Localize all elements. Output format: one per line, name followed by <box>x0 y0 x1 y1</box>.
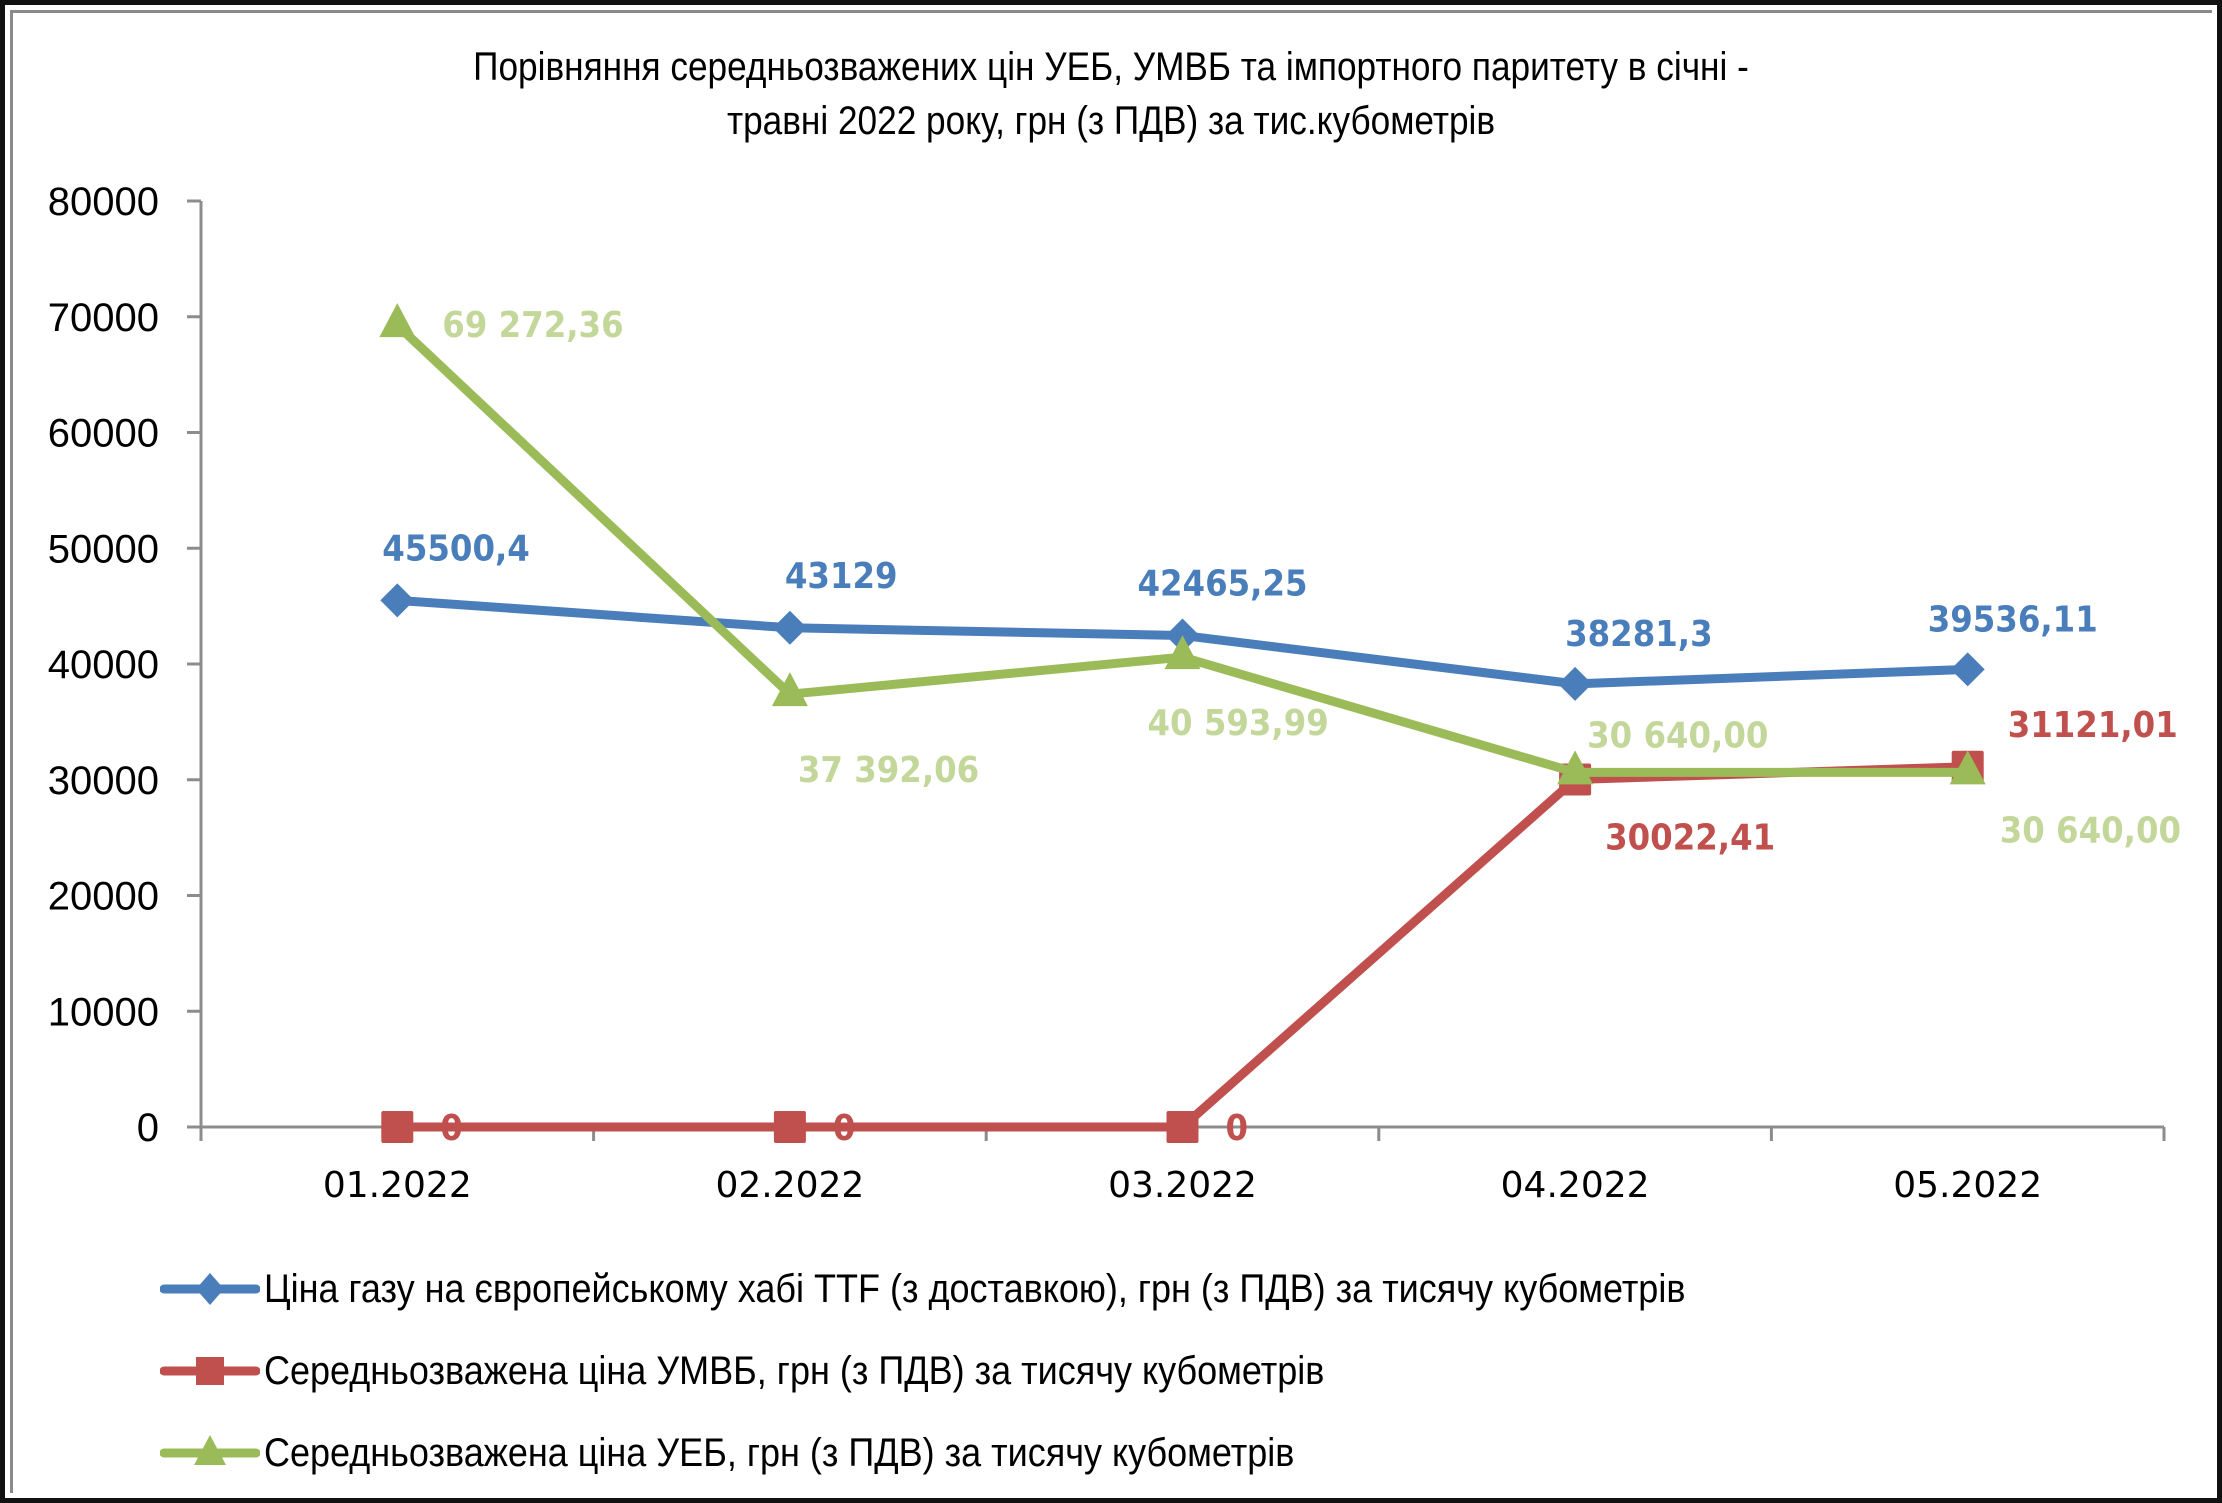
triangle-marker <box>771 672 808 707</box>
y-tick-label: 20000 <box>48 875 159 919</box>
chart-title: Порівняння середньозважених цін УЕБ, УМВ… <box>133 40 2088 148</box>
x-tick-label: 05.2022 <box>1893 1165 2042 1206</box>
y-tick-label: 70000 <box>48 296 159 340</box>
data-label-umvb: 30022,41 <box>1605 817 1775 859</box>
chart-title-line-2: травні 2022 року, грн (з ПДВ) за тис.куб… <box>726 99 1496 143</box>
diamond-icon <box>160 1273 260 1305</box>
y-tick-label: 10000 <box>48 990 159 1034</box>
triangle-marker <box>1949 750 1986 785</box>
chart-frame-inner <box>10 10 2212 1493</box>
data-label-ttf: 39536,11 <box>1928 599 2098 641</box>
data-label-ueb: 30 640,00 <box>2000 810 2181 852</box>
data-label-umvb: 31121,01 <box>2008 704 2178 746</box>
y-tick-label: 30000 <box>48 759 159 803</box>
data-label-ttf: 45500,4 <box>382 528 530 570</box>
x-tick-label: 04.2022 <box>1501 1165 1650 1206</box>
data-label-ttf: 43129 <box>785 555 898 597</box>
data-label-umvb: 0 <box>440 1107 463 1149</box>
data-label-ueb: 40 593,99 <box>1148 703 1329 745</box>
y-tick-label: 40000 <box>48 643 159 687</box>
data-label-umvb: 0 <box>833 1107 856 1149</box>
data-label-umvb: 0 <box>1226 1107 1249 1149</box>
triangle-icon <box>160 1435 260 1465</box>
diamond-marker <box>772 610 807 645</box>
legend-label: Середньозважена ціна УМВБ, грн (з ПДВ) з… <box>264 1348 1325 1393</box>
triangle-marker <box>379 303 416 338</box>
y-tick-label: 60000 <box>48 412 159 456</box>
data-label-ueb: 30 640,00 <box>1587 715 1768 757</box>
legend-label: Ціна газу на європейському хабі TTF (з д… <box>264 1266 1686 1311</box>
triangle-marker <box>1557 750 1594 785</box>
data-label-ueb: 69 272,36 <box>442 305 623 347</box>
diamond-marker <box>1558 666 1593 701</box>
chart-legend: Ціна газу на європейському хабі TTF (з д… <box>160 1248 1843 1494</box>
x-tick-label: 02.2022 <box>715 1165 864 1206</box>
data-label-ttf: 42465,25 <box>1138 563 1308 605</box>
y-tick-label: 0 <box>137 1106 159 1150</box>
data-label-ttf: 38281,3 <box>1565 613 1713 655</box>
chart-title-line-1: Порівняння середньозважених цін УЕБ, УМВ… <box>473 45 1749 89</box>
square-marker <box>773 1111 806 1143</box>
legend-item: Ціна газу на європейському хабі TTF (з д… <box>160 1248 1843 1330</box>
x-tick-label: 01.2022 <box>323 1165 472 1206</box>
square-marker <box>381 1111 414 1143</box>
triangle-marker <box>1164 635 1201 670</box>
y-tick-label: 80000 <box>48 180 159 224</box>
square-marker <box>1166 1111 1199 1143</box>
x-tick-label: 03.2022 <box>1108 1165 1257 1206</box>
diamond-marker <box>1950 652 1985 687</box>
legend-item: Середньозважена ціна УЕБ, грн (з ПДВ) за… <box>160 1412 1843 1494</box>
square-icon <box>160 1357 260 1385</box>
diamond-marker <box>380 583 415 618</box>
y-tick-label: 50000 <box>48 527 159 571</box>
legend-item: Середньозважена ціна УМВБ, грн (з ПДВ) з… <box>160 1330 1843 1412</box>
data-label-ueb: 37 392,06 <box>798 750 979 792</box>
legend-label: Середньозважена ціна УЕБ, грн (з ПДВ) за… <box>264 1430 1295 1475</box>
